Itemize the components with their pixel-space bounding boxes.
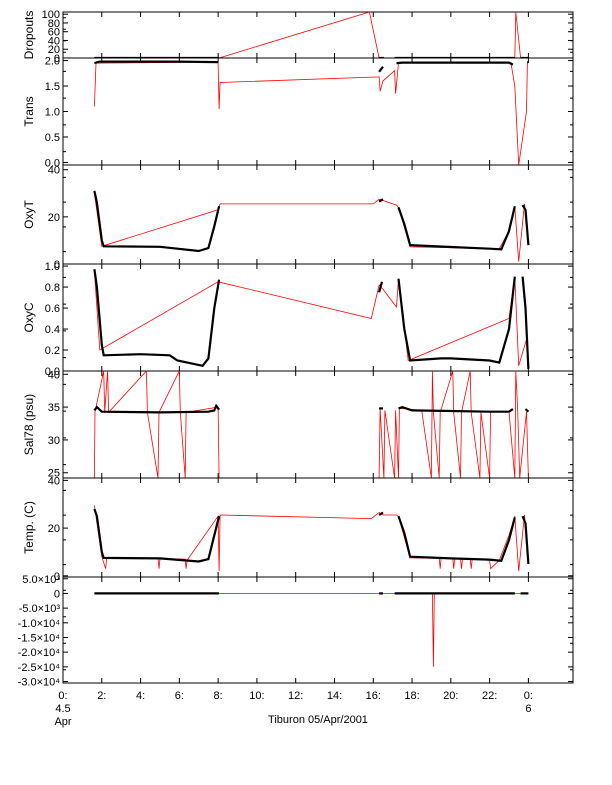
x-tick-label: 10: bbox=[249, 690, 264, 702]
black-series-segment bbox=[397, 276, 516, 364]
panel-frame bbox=[62, 370, 574, 479]
panel-frame bbox=[62, 477, 574, 578]
y-axis-label: OxyT bbox=[22, 200, 36, 229]
y-tick-label: 25 bbox=[48, 468, 60, 480]
y-tick-label: 1.0 bbox=[45, 107, 60, 119]
red-series-line bbox=[94, 505, 529, 572]
black-series-segment bbox=[398, 405, 514, 413]
x-tick-label: 20: bbox=[443, 690, 458, 702]
y-tick-label: 40 bbox=[48, 369, 60, 381]
panel-frame bbox=[62, 576, 574, 684]
y-tick-label: -2.5×10⁴ bbox=[18, 662, 61, 674]
black-series-segment bbox=[378, 66, 384, 73]
y-tick-label: 0.0 bbox=[45, 366, 60, 378]
y-tick-label: 0.2 bbox=[45, 345, 60, 357]
panel-3: 40 20 0 OxyT bbox=[22, 164, 574, 271]
black-series-segment bbox=[378, 511, 384, 516]
y-tick-label: 0.0 bbox=[45, 157, 60, 169]
y-axis-label: Sal78 (psu) bbox=[22, 394, 36, 455]
x-tick-label: 14: bbox=[327, 690, 342, 702]
x-date-label: 4.5 bbox=[55, 703, 70, 715]
x-axis-title: Tiburon 05/Apr/2001 bbox=[268, 714, 368, 726]
y-tick-label: 100 bbox=[42, 9, 60, 21]
y-tick-label: 60 bbox=[48, 27, 60, 39]
black-series-segment bbox=[521, 204, 530, 246]
red-series-line bbox=[94, 593, 529, 667]
black-series-segment bbox=[521, 515, 530, 564]
y-tick-label: -1.0×10⁴ bbox=[18, 618, 61, 630]
y-tick-label: 20 bbox=[48, 44, 60, 56]
black-series-segment bbox=[396, 61, 514, 66]
panel-7: 5.0×10³0-5.0×10³-1.0×10⁴-1.5×10⁴-2.0×10⁴… bbox=[18, 574, 574, 689]
x-date-label: 6 bbox=[525, 703, 531, 715]
y-tick-label: 0 bbox=[54, 259, 60, 271]
y-tick-label: 0.6 bbox=[45, 303, 60, 315]
black-series-segment bbox=[93, 190, 221, 253]
black-series-segment bbox=[521, 276, 530, 369]
black-series-segment bbox=[524, 408, 530, 413]
x-tick-label: 2: bbox=[97, 690, 106, 702]
y-tick-label: 0 bbox=[54, 588, 60, 600]
panel-5: 40 35 30 25 Sal78 (psu) bbox=[22, 369, 574, 480]
y-tick-label: 40 bbox=[48, 35, 60, 47]
red-series-line bbox=[94, 12, 529, 58]
black-series-segment bbox=[397, 515, 516, 562]
black-series-segment bbox=[93, 269, 221, 368]
black-series-segment bbox=[94, 60, 219, 65]
y-tick-label: 5.0×10³ bbox=[22, 574, 60, 586]
panel-4: 1.0 0.8 0.6 0.4 0.2 0.0 OxyC bbox=[22, 261, 574, 378]
y-tick-label: 2.0 bbox=[45, 56, 60, 68]
y-tick-label: -5.0×10³ bbox=[19, 603, 61, 615]
x-tick-label: 0: bbox=[58, 690, 67, 702]
y-tick-label: 0.5 bbox=[45, 132, 60, 144]
red-series-line bbox=[94, 193, 529, 262]
y-tick-label: 1.5 bbox=[45, 81, 60, 93]
y-tick-label: 0 bbox=[54, 571, 60, 583]
y-axis-label: Dropouts bbox=[22, 11, 36, 60]
y-tick-label: 40 bbox=[48, 165, 60, 177]
y-axis-label: Trans bbox=[22, 96, 36, 126]
panel-2: 2.0 1.5 1.0 0.5 0.0 Trans bbox=[22, 56, 574, 169]
x-month-label: Apr bbox=[54, 716, 71, 728]
red-series-line bbox=[94, 271, 529, 369]
x-tick-label: 18: bbox=[404, 690, 419, 702]
y-tick-label: 0 bbox=[54, 53, 60, 65]
x-tick-label: 0: bbox=[524, 690, 533, 702]
red-series-line bbox=[94, 371, 529, 478]
black-series-segment bbox=[93, 508, 221, 563]
y-tick-label: 80 bbox=[48, 18, 60, 30]
black-series-segment bbox=[378, 281, 384, 293]
x-tick-label: 4: bbox=[136, 690, 145, 702]
y-tick-label: 40 bbox=[48, 475, 60, 487]
panel-frame bbox=[62, 11, 574, 59]
panel-6: 40 20 0 Temp. (C) bbox=[22, 475, 574, 583]
x-tick-label: 6: bbox=[175, 690, 184, 702]
y-tick-label: 0.8 bbox=[45, 282, 60, 294]
black-series-segment bbox=[93, 403, 220, 414]
y-axis-label: Temp. (C) bbox=[22, 501, 36, 554]
x-tick-label: 22: bbox=[482, 690, 497, 702]
y-tick-label: 30 bbox=[48, 435, 60, 447]
y-tick-label: 0.4 bbox=[45, 324, 60, 336]
y-axis-label: OxyC bbox=[22, 302, 36, 332]
y-tick-label: 35 bbox=[48, 402, 60, 414]
y-tick-label: -1.5×10⁴ bbox=[18, 632, 61, 644]
red-series-line bbox=[94, 61, 529, 165]
x-tick-label: 12: bbox=[288, 690, 303, 702]
y-tick-label: 20 bbox=[48, 523, 60, 535]
x-tick-label: 16: bbox=[366, 690, 381, 702]
y-tick-label: -3.0×10⁴ bbox=[18, 677, 61, 689]
x-tick-label: 8: bbox=[214, 690, 223, 702]
black-series-segment bbox=[397, 206, 516, 251]
y-tick-label: -2.0×10⁴ bbox=[18, 647, 61, 659]
black-series-segment bbox=[378, 198, 384, 203]
y-tick-label: 1.0 bbox=[45, 261, 60, 273]
panel-frame bbox=[62, 57, 574, 166]
y-tick-label: 20 bbox=[48, 212, 60, 224]
